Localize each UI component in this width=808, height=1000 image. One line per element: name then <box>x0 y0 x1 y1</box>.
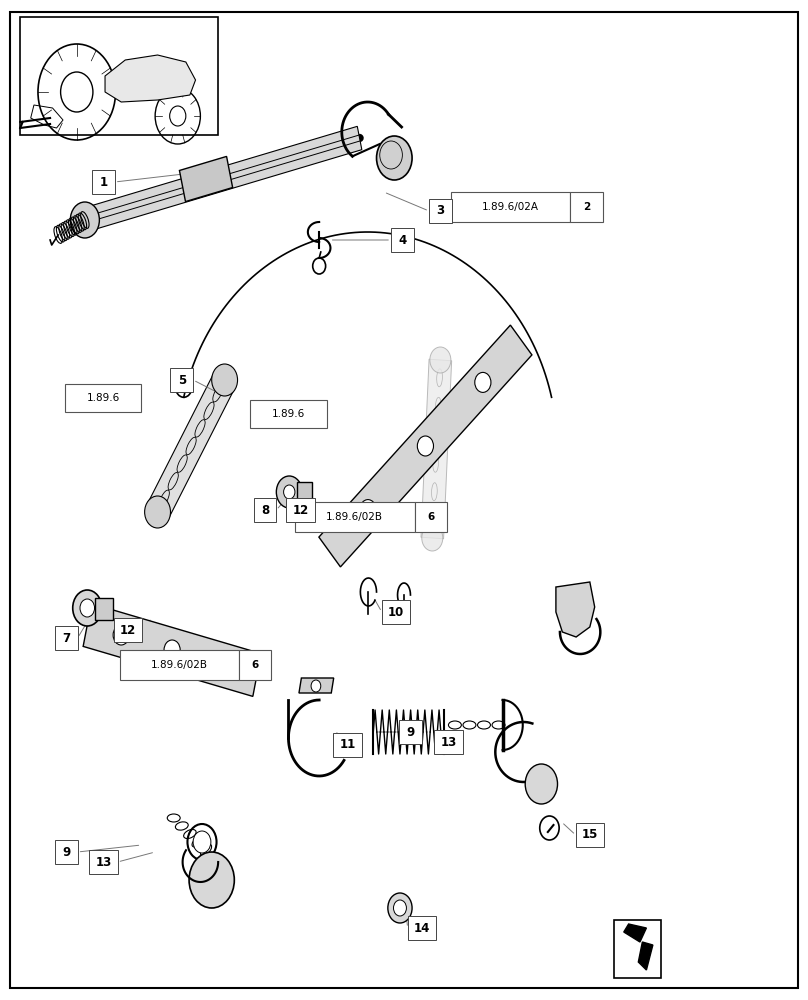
Text: 12: 12 <box>120 624 136 637</box>
Bar <box>55 840 78 864</box>
Text: 9: 9 <box>62 846 70 858</box>
Polygon shape <box>105 55 196 102</box>
Polygon shape <box>421 359 452 539</box>
Circle shape <box>475 372 491 392</box>
Polygon shape <box>299 678 334 693</box>
Bar <box>295 502 415 532</box>
Polygon shape <box>624 924 646 942</box>
Bar <box>399 720 422 744</box>
Polygon shape <box>319 325 532 567</box>
Text: 4: 4 <box>398 233 406 246</box>
Bar <box>391 228 414 252</box>
Circle shape <box>164 640 180 660</box>
Circle shape <box>525 764 558 804</box>
Bar <box>90 850 118 874</box>
Circle shape <box>284 485 295 499</box>
Circle shape <box>212 364 238 396</box>
Circle shape <box>215 655 231 675</box>
Bar <box>250 400 327 428</box>
Circle shape <box>430 347 451 373</box>
Bar <box>92 170 115 194</box>
Bar <box>20 17 218 135</box>
Bar <box>170 368 193 392</box>
Text: 13: 13 <box>95 856 112 868</box>
Text: 2: 2 <box>583 202 590 212</box>
Circle shape <box>73 590 102 626</box>
Circle shape <box>189 852 234 908</box>
Bar <box>286 498 314 522</box>
Bar <box>239 650 271 680</box>
Text: 7: 7 <box>62 632 70 645</box>
Circle shape <box>276 476 302 508</box>
Polygon shape <box>147 372 235 520</box>
Text: 1.89.6/02B: 1.89.6/02B <box>326 512 383 522</box>
Text: 9: 9 <box>406 726 415 738</box>
Bar <box>408 916 436 940</box>
Bar <box>435 730 463 754</box>
Polygon shape <box>83 604 261 696</box>
Text: 13: 13 <box>440 736 457 748</box>
Circle shape <box>393 900 406 916</box>
Text: 1.89.6/02A: 1.89.6/02A <box>482 202 539 212</box>
Circle shape <box>193 831 211 853</box>
Text: 6: 6 <box>427 512 434 522</box>
Circle shape <box>145 496 170 528</box>
Circle shape <box>70 202 99 238</box>
Text: 5: 5 <box>178 373 186 386</box>
Bar <box>575 823 604 847</box>
Circle shape <box>80 599 95 617</box>
Text: 10: 10 <box>388 605 404 618</box>
Circle shape <box>388 893 412 923</box>
Bar <box>297 482 312 504</box>
Polygon shape <box>82 126 362 232</box>
Text: 1.89.6: 1.89.6 <box>86 393 120 403</box>
Circle shape <box>360 500 376 520</box>
Circle shape <box>377 136 412 180</box>
Text: 1.89.6/02B: 1.89.6/02B <box>151 660 208 670</box>
Circle shape <box>311 680 321 692</box>
Circle shape <box>422 525 443 551</box>
Text: 1: 1 <box>99 176 107 188</box>
Bar <box>55 626 78 650</box>
Text: 1.89.6: 1.89.6 <box>272 409 305 419</box>
Bar <box>65 384 141 412</box>
Bar <box>381 600 410 624</box>
Polygon shape <box>179 156 233 202</box>
Bar <box>415 502 447 532</box>
Polygon shape <box>556 582 595 637</box>
Text: 6: 6 <box>252 660 259 670</box>
Text: 15: 15 <box>582 828 598 842</box>
Bar <box>570 192 603 222</box>
Text: 14: 14 <box>414 922 430 934</box>
Text: 12: 12 <box>292 504 309 516</box>
Bar <box>614 920 661 978</box>
Text: 8: 8 <box>261 504 269 516</box>
Bar <box>333 733 362 757</box>
Text: 3: 3 <box>436 205 444 218</box>
Circle shape <box>417 436 433 456</box>
Bar <box>254 498 276 522</box>
Bar <box>113 618 142 642</box>
Text: 11: 11 <box>339 738 356 752</box>
Circle shape <box>113 625 129 645</box>
Bar <box>95 598 113 620</box>
Bar <box>120 650 239 680</box>
Bar <box>429 199 452 223</box>
Polygon shape <box>638 942 653 970</box>
Bar <box>451 192 570 222</box>
